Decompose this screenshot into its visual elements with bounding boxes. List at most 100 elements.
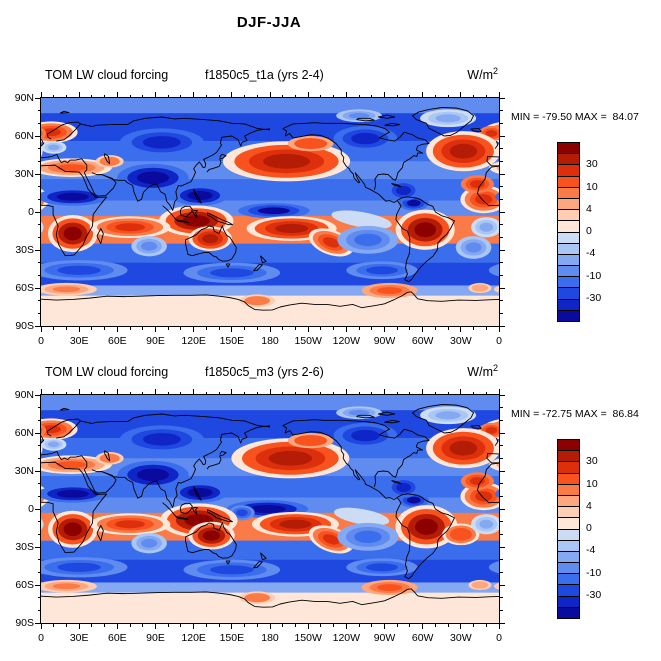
lat-tick [37, 483, 41, 485]
lon-tick [231, 92, 233, 98]
lat-tick-label: 60S [15, 282, 34, 294]
lat-tick [37, 274, 41, 276]
lon-tick-label: 90E [146, 632, 165, 644]
lat-tick [37, 495, 41, 497]
lon-tick [244, 94, 246, 98]
lon-tick [244, 326, 246, 330]
coastline [391, 184, 401, 187]
colorbar-cell [558, 288, 579, 300]
lon-tick [53, 623, 55, 627]
lon-tick-label: 0 [38, 335, 44, 347]
coastline [396, 494, 455, 579]
lat-tick [37, 609, 41, 611]
lat-tick-label: 0 [28, 503, 34, 515]
colorbar-cell [558, 176, 579, 188]
lat-tick [499, 457, 503, 459]
lon-tick [434, 391, 436, 395]
coastline [80, 414, 270, 427]
lon-tick [358, 623, 360, 627]
lat-tick [35, 584, 41, 586]
panel2-units-label: W/m2 [467, 363, 498, 379]
lat-tick-label: 60N [14, 427, 34, 439]
lat-tick [499, 546, 505, 548]
coastline [471, 128, 481, 131]
lat-tick [499, 533, 503, 535]
lon-tick [371, 326, 373, 330]
panel1-run-label: f1850c5_t1a (yrs 2-4) [205, 68, 324, 82]
colorbar-tick-label: -10 [586, 269, 602, 282]
colorbar-cell [558, 299, 579, 311]
lon-tick [396, 391, 398, 395]
lon-tick [180, 326, 182, 330]
colorbar-cell [558, 154, 579, 166]
lon-tick [244, 391, 246, 395]
lon-tick [205, 391, 207, 395]
lat-tick [37, 419, 41, 421]
lon-tick [422, 623, 424, 629]
lon-tick [218, 326, 220, 330]
coastline [80, 117, 270, 130]
lat-tick [35, 287, 41, 289]
coastline [207, 213, 232, 225]
lat-tick [499, 287, 505, 289]
coastline [477, 166, 499, 206]
coastline [97, 525, 103, 540]
lon-tick [460, 389, 462, 395]
lon-tick [485, 326, 487, 330]
lon-tick [447, 326, 449, 330]
lon-tick-label: 30W [450, 335, 472, 347]
lon-tick [218, 623, 220, 627]
colorbar-tick-label: 30 [586, 455, 598, 468]
coastline [471, 425, 481, 428]
colorbar-tick-label: -4 [586, 247, 596, 260]
lat-tick [35, 325, 41, 327]
coastline [283, 420, 429, 487]
lat-tick [499, 432, 505, 434]
panel1-map [40, 97, 500, 327]
lon-tick [473, 623, 475, 627]
lon-tick-label: 90E [146, 335, 165, 347]
lat-tick [499, 597, 503, 599]
lat-tick [37, 198, 41, 200]
lat-tick [37, 300, 41, 302]
coastline [41, 451, 87, 469]
coastline [185, 226, 236, 261]
lat-tick [37, 407, 41, 409]
lon-tick [371, 623, 373, 627]
lat-tick [37, 224, 41, 226]
lon-tick [244, 623, 246, 627]
lon-tick [434, 326, 436, 330]
coastline [41, 165, 107, 256]
coastline [207, 510, 232, 522]
lon-tick-label: 60W [411, 632, 434, 644]
lon-tick [116, 326, 118, 332]
coastline [391, 481, 401, 484]
lon-tick [142, 391, 144, 395]
lat-tick [499, 470, 505, 472]
colorbar-cell [558, 563, 579, 575]
lat-tick [499, 236, 503, 238]
lat-tick-label: 30S [15, 541, 34, 553]
lon-tick [498, 326, 500, 332]
coastline [260, 553, 266, 560]
lon-tick [78, 389, 80, 395]
lon-tick-label: 60W [411, 335, 434, 347]
lat-tick [37, 110, 41, 112]
lat-tick [499, 300, 503, 302]
coastline [260, 256, 266, 263]
lon-tick-label: 150E [219, 632, 245, 644]
lat-tick [499, 186, 503, 188]
lon-tick-label: 90W [373, 632, 396, 644]
colorbar-cell [558, 473, 579, 485]
panel1-colorbar [557, 142, 580, 322]
lon-tick [473, 391, 475, 395]
coastline [41, 436, 44, 443]
colorbar-cell [558, 585, 579, 597]
lon-tick [498, 623, 500, 629]
lon-tick [396, 326, 398, 330]
lon-tick-label: 30E [69, 632, 89, 644]
lon-tick [231, 389, 233, 395]
coastline [97, 228, 103, 243]
lon-tick [447, 623, 449, 627]
